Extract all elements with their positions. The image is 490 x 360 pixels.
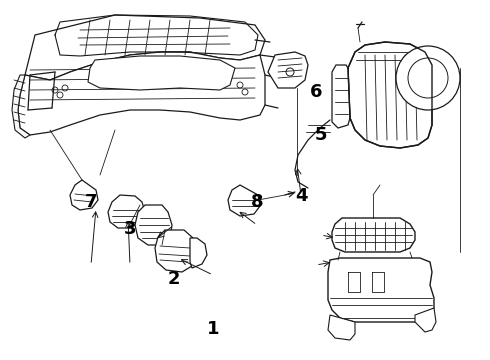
Polygon shape xyxy=(135,205,172,245)
Polygon shape xyxy=(18,52,265,135)
Text: 3: 3 xyxy=(123,220,136,238)
Polygon shape xyxy=(268,52,308,88)
Polygon shape xyxy=(12,75,30,138)
Polygon shape xyxy=(415,308,436,332)
Polygon shape xyxy=(328,315,355,340)
Text: 1: 1 xyxy=(207,320,220,338)
Polygon shape xyxy=(332,65,350,128)
Polygon shape xyxy=(155,230,197,272)
Polygon shape xyxy=(25,15,265,80)
Circle shape xyxy=(397,47,459,109)
Polygon shape xyxy=(332,218,415,252)
Polygon shape xyxy=(108,195,145,228)
Polygon shape xyxy=(348,42,432,148)
Polygon shape xyxy=(328,258,434,322)
Text: 2: 2 xyxy=(168,270,180,288)
Text: 8: 8 xyxy=(251,193,264,211)
Polygon shape xyxy=(228,185,260,216)
Text: 7: 7 xyxy=(84,193,97,211)
Text: 6: 6 xyxy=(310,83,322,101)
Polygon shape xyxy=(88,56,235,90)
Polygon shape xyxy=(70,180,98,210)
Text: 5: 5 xyxy=(315,126,327,144)
Polygon shape xyxy=(190,238,207,268)
Text: 4: 4 xyxy=(295,187,308,205)
